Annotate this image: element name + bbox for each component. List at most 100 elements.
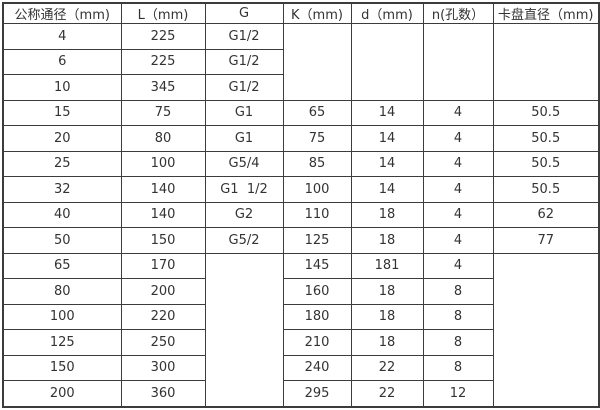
table-cell: 50	[2, 227, 122, 254]
table-row: 6 225 G1/2	[2, 48, 599, 75]
table-row: 125 250 210 18 8	[2, 329, 599, 356]
table-cell: 62	[492, 201, 600, 228]
table-cell: 18	[350, 329, 424, 356]
table-cell: G1	[204, 125, 284, 152]
table-cell: G5/2	[204, 227, 284, 254]
table-cell: 50.5	[492, 176, 600, 203]
table-cell: 150	[120, 227, 206, 254]
table-row: 4 225 G1/2	[2, 23, 600, 101]
merged-empty-cell	[492, 252, 600, 408]
table-cell: 210	[282, 329, 352, 356]
table-cell: 32	[2, 176, 122, 203]
table-cell: 295	[282, 380, 352, 408]
table-cell: 18	[350, 201, 424, 228]
table-cell: 360	[120, 380, 206, 408]
table-cell: 345	[120, 74, 206, 101]
table-row: 25 100 G5/4 85 14 4 50.5	[2, 150, 600, 177]
table-row: 20 80 G1 75 14 4 50.5	[2, 125, 600, 152]
table-cell: 240	[282, 354, 352, 381]
table-cell: 125	[282, 227, 352, 254]
table-cell: 4	[422, 176, 494, 203]
table-cell: 25	[2, 150, 122, 177]
table-cell: 75	[120, 99, 206, 126]
header-hole-count-n: n(孔数）	[422, 2, 494, 24]
table-cell: 8	[422, 354, 494, 381]
table-cell: 170	[120, 252, 206, 279]
table-cell: 14	[350, 176, 424, 203]
header-chuck-diameter: 卡盘直径（mm)	[492, 2, 600, 24]
table-row: 32 140 G1 1/2 100 14 4 50.5	[2, 176, 600, 203]
table-cell: 85	[282, 150, 352, 177]
table-cell: G1/2	[204, 48, 284, 75]
table-cell: 100	[282, 176, 352, 203]
table-cell: G1/2	[204, 23, 284, 50]
table-cell: 4	[422, 125, 494, 152]
table-cell: 80	[120, 125, 206, 152]
table-cell: 225	[120, 48, 206, 75]
table-cell: G1/2	[204, 74, 284, 101]
table-cell: 50.5	[492, 99, 600, 126]
table-cell: 145	[282, 252, 352, 279]
table-cell: 200	[2, 380, 122, 408]
merged-empty-cell	[350, 23, 424, 101]
table-cell: 12	[422, 380, 494, 408]
table-cell: 50.5	[492, 150, 600, 177]
header-length-l: L（mm)	[120, 2, 206, 24]
table-cell: 65	[2, 252, 122, 279]
table-cell: 4	[2, 23, 122, 50]
merged-empty-cell	[204, 252, 284, 408]
table-cell: 22	[350, 380, 424, 408]
table-cell: 4	[422, 252, 494, 279]
merged-empty-cell	[282, 23, 352, 101]
merged-empty-cell	[492, 23, 600, 101]
table-cell: G1 1/2	[204, 176, 284, 203]
table-cell: 15	[2, 99, 122, 126]
table-cell: 110	[282, 201, 352, 228]
table-row: 50 150 G5/2 125 18 4 77	[2, 227, 600, 254]
table-cell: 220	[120, 303, 206, 330]
table-cell: 125	[2, 329, 122, 356]
table-cell: G1	[204, 99, 284, 126]
table-cell: 18	[350, 227, 424, 254]
table-row: 65 170 145 181 4	[2, 252, 600, 408]
table-row: 40 140 G2 110 18 4 62	[2, 201, 600, 228]
table-cell: 200	[120, 278, 206, 305]
table-cell: 8	[422, 329, 494, 356]
table-row: 200 360 295 22 12	[2, 380, 599, 408]
table-cell: 77	[492, 227, 600, 254]
table-cell: 80	[2, 278, 122, 305]
table-cell: 65	[282, 99, 352, 126]
table-cell: 140	[120, 201, 206, 228]
table-cell: 100	[120, 150, 206, 177]
table-cell: 160	[282, 278, 352, 305]
table-cell: 300	[120, 354, 206, 381]
table-row: 80 200 160 18 8	[2, 278, 599, 305]
table-cell: 14	[350, 99, 424, 126]
table-cell: 225	[120, 23, 206, 50]
table-cell: 150	[2, 354, 122, 381]
header-d: d（mm)	[350, 2, 424, 24]
table-cell: 6	[2, 48, 122, 75]
table-cell: 50.5	[492, 125, 600, 152]
header-row: 公称通径（mm) L（mm) G K（mm) d（mm) n(孔数） 卡盘直径（…	[2, 2, 600, 24]
table-cell: 181	[350, 252, 424, 279]
table-cell: 22	[350, 354, 424, 381]
table-cell: G5/4	[204, 150, 284, 177]
table-cell: 4	[422, 150, 494, 177]
table-cell: 8	[422, 303, 494, 330]
table-cell: 20	[2, 125, 122, 152]
table-cell: 4	[422, 227, 494, 254]
table-cell: 4	[422, 99, 494, 126]
table-cell: 40	[2, 201, 122, 228]
table-cell: 18	[350, 303, 424, 330]
table-cell: 8	[422, 278, 494, 305]
header-thread-g: G	[204, 2, 284, 24]
table-cell: 250	[120, 329, 206, 356]
table-row: 15 75 G1 65 14 4 50.5	[2, 99, 600, 126]
table-row: 150 300 240 22 8	[2, 354, 599, 381]
table-cell: 14	[350, 125, 424, 152]
header-nominal-diameter: 公称通径（mm)	[2, 2, 122, 24]
table-cell: 4	[422, 201, 494, 228]
